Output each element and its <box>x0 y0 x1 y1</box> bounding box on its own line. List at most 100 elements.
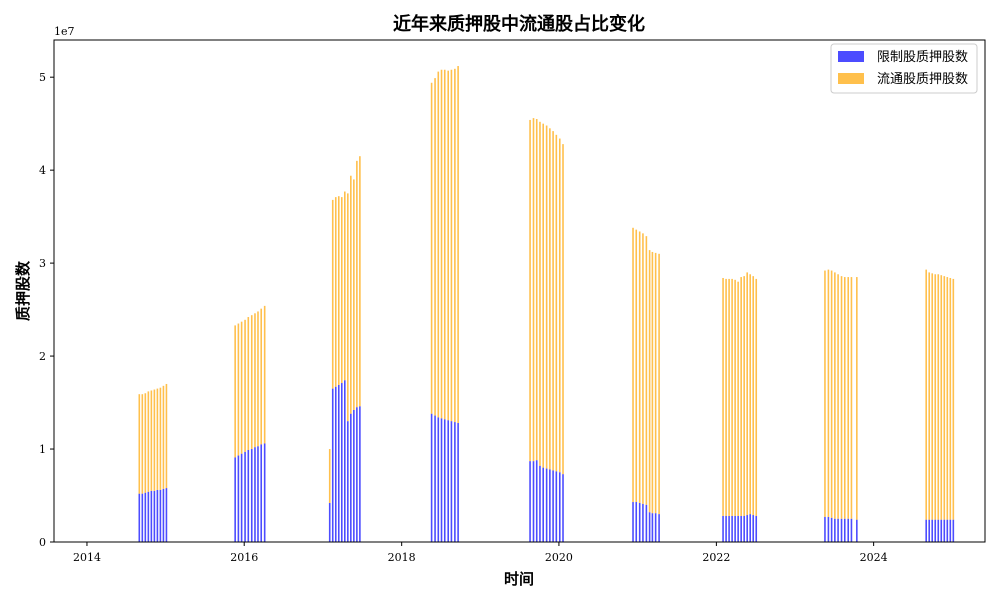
bar-restricted-6-0 <box>722 515 724 542</box>
bar-restricted-3-4 <box>443 419 446 542</box>
bar-circulating-1-9 <box>263 305 266 444</box>
bar-circulating-4-0 <box>529 119 531 462</box>
bar-restricted-0-7 <box>159 489 162 542</box>
bar-restricted-1-6 <box>254 447 256 542</box>
bar-restricted-3-0 <box>430 413 433 542</box>
bar-circulating-7-3 <box>834 272 836 519</box>
bar-circulating-7-0 <box>824 270 826 517</box>
bar-circulating-4-10 <box>562 144 564 475</box>
bar-restricted-3-3 <box>440 418 443 542</box>
bar-circulating-3-5 <box>447 70 449 421</box>
bar-circulating-1-8 <box>260 308 263 445</box>
bar-circulating-3-4 <box>443 69 446 420</box>
bar-circulating-4-3 <box>539 121 541 466</box>
bar-restricted-5-0 <box>632 502 634 542</box>
bar-restricted-3-5 <box>447 420 449 542</box>
bar-restricted-7-5 <box>840 518 843 542</box>
legend-swatch-circulating <box>838 73 864 84</box>
y-tick-label-3: 3 <box>39 257 46 270</box>
bar-circulating-7-5 <box>840 276 843 519</box>
bar-restricted-1-3 <box>244 451 246 542</box>
legend-swatch-restricted <box>838 51 864 62</box>
bar-circulating-7-4 <box>837 274 839 519</box>
bar-circulating-4-5 <box>545 125 548 469</box>
bar-circulating-7-1 <box>827 269 830 517</box>
bar-restricted-5-8 <box>658 514 660 542</box>
bar-circulating-0-3 <box>147 391 150 492</box>
bar-circulating-2-7 <box>350 175 352 414</box>
bar-restricted-6-6 <box>740 515 742 542</box>
bar-restricted-4-6 <box>549 469 551 542</box>
bar-circulating-4-6 <box>549 128 551 470</box>
bar-circulating-1-4 <box>247 317 250 450</box>
bar-restricted-8-9 <box>952 519 955 542</box>
bar-circulating-2-10 <box>359 156 361 407</box>
bar-restricted-5-4 <box>645 504 648 542</box>
bar-restricted-7-0 <box>824 516 826 542</box>
bar-circulating-7-6 <box>843 277 846 519</box>
bar-restricted-2-2 <box>334 386 337 542</box>
bar-restricted-3-2 <box>437 417 440 542</box>
bar-circulating-0-2 <box>144 393 147 493</box>
bar-circulating-1-6 <box>254 313 256 448</box>
bar-restricted-3-7 <box>454 422 456 542</box>
bar-restricted-6-9 <box>749 514 751 542</box>
bar-circulating-4-2 <box>535 119 538 461</box>
bar-circulating-7-9 <box>856 277 858 520</box>
bar-restricted-5-2 <box>638 502 641 542</box>
bar-circulating-3-3 <box>440 69 443 419</box>
bar-circulating-1-5 <box>250 315 253 450</box>
bar-circulating-7-8 <box>850 277 853 519</box>
bar-circulating-3-0 <box>430 82 433 414</box>
bar-restricted-0-1 <box>141 493 144 542</box>
bar-restricted-7-4 <box>837 518 839 542</box>
bar-circulating-2-5 <box>344 191 346 381</box>
bar-circulating-2-4 <box>340 197 343 384</box>
bar-restricted-5-6 <box>651 513 654 542</box>
bar-circulating-6-11 <box>755 278 758 516</box>
bar-restricted-0-3 <box>147 491 150 542</box>
y-tick-label-0: 0 <box>39 536 46 549</box>
chart-title: 近年来质押股中流通股占比变化 <box>393 13 645 35</box>
bar-circulating-7-2 <box>830 270 833 518</box>
bar-circulating-5-1 <box>635 229 638 503</box>
bar-circulating-5-5 <box>648 250 651 513</box>
bar-restricted-0-6 <box>156 489 159 542</box>
bar-restricted-3-8 <box>457 423 459 542</box>
bar-restricted-4-3 <box>539 465 541 542</box>
bar-circulating-5-6 <box>651 251 654 514</box>
x-tick-label-3: 2020 <box>545 551 573 564</box>
bar-restricted-8-2 <box>931 519 934 542</box>
bar-circulating-0-5 <box>153 389 156 491</box>
bar-restricted-8-4 <box>937 519 940 542</box>
bar-circulating-1-3 <box>244 319 246 452</box>
bar-restricted-7-7 <box>847 518 850 542</box>
bar-circulating-2-3 <box>337 196 340 385</box>
bar-restricted-8-6 <box>943 519 946 542</box>
bar-restricted-6-5 <box>737 515 739 542</box>
bar-circulating-8-8 <box>949 277 952 520</box>
bar-circulating-4-4 <box>542 123 544 468</box>
bar-restricted-8-7 <box>946 519 949 542</box>
bar-restricted-4-1 <box>532 461 535 542</box>
y-axis-title: 质押股数 <box>14 260 32 321</box>
bar-restricted-1-0 <box>234 457 236 542</box>
bar-circulating-5-0 <box>632 227 634 503</box>
bar-circulating-8-5 <box>940 275 943 520</box>
bar-restricted-2-9 <box>356 407 358 542</box>
bar-restricted-2-6 <box>347 421 349 542</box>
bar-restricted-8-8 <box>949 519 952 542</box>
bar-circulating-0-7 <box>159 387 162 490</box>
bar-circulating-8-7 <box>946 277 949 520</box>
bar-restricted-8-3 <box>934 519 937 542</box>
axes-layer: 2014 2016 2018 2020 2022 2024 0 1 2 3 4 5 <box>39 39 986 564</box>
bar-circulating-2-6 <box>347 193 349 422</box>
y-offset-label: 1e7 <box>54 25 75 38</box>
bar-circulating-2-9 <box>356 160 358 408</box>
bar-restricted-0-2 <box>144 492 147 542</box>
bar-restricted-0-8 <box>162 489 165 542</box>
bar-restricted-0-4 <box>150 490 153 542</box>
bar-circulating-1-2 <box>240 321 243 454</box>
bar-restricted-6-11 <box>755 515 758 542</box>
